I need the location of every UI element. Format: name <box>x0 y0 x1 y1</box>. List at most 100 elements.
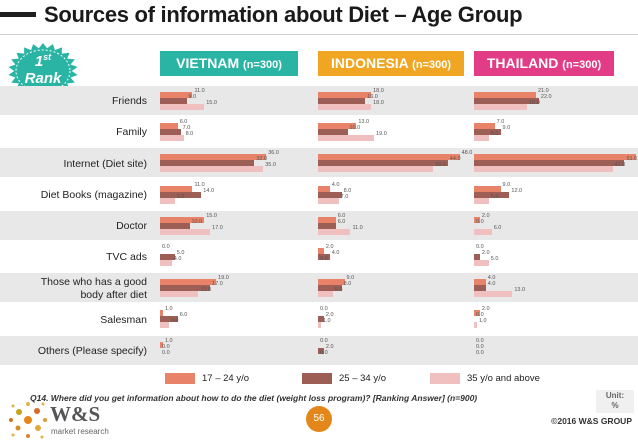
bar-value-label: 32.0 <box>256 156 268 163</box>
bar-indonesia <box>318 160 448 167</box>
bar-vietnam <box>160 154 267 161</box>
bar-vietnam <box>160 92 193 98</box>
survey-question: Q14. Where did you get information about… <box>30 393 478 403</box>
bar-indonesia <box>318 347 324 354</box>
bar-value-label: 11.0 <box>352 224 363 231</box>
bar-indonesia <box>318 191 342 198</box>
bar-indonesia <box>318 166 434 173</box>
bar-indonesia <box>318 197 339 204</box>
bar-thailand <box>474 129 501 136</box>
bar-value-label: 10.0 <box>349 125 361 132</box>
bar-value-label: 11.0 <box>194 181 205 188</box>
bar-value-label: 4.0 <box>173 256 182 262</box>
bar-value-label: 4.0 <box>487 275 496 282</box>
bar-value-label: 0.0 <box>476 343 484 350</box>
bar-value-label: 0.0 <box>476 218 484 225</box>
bar-indonesia <box>318 291 333 298</box>
bar-thailand <box>474 291 513 298</box>
bar-value-label: 14.0 <box>203 187 215 194</box>
category-label: TVC ads <box>106 251 147 264</box>
bar-value-label: 8.0 <box>343 281 352 288</box>
bar-indonesia <box>318 98 366 104</box>
rank-badge: 1st Rank <box>6 42 80 100</box>
rank-suffix: st <box>43 52 52 62</box>
page-number: 56 <box>306 406 332 432</box>
category-label: Family <box>116 126 147 139</box>
category-label-line: Those who has a good <box>40 275 147 288</box>
bar-value-label: 5.0 <box>490 193 499 200</box>
bar-value-label: 6.0 <box>493 224 502 231</box>
bar-value-label: 1.0 <box>164 306 173 313</box>
bar-value-label: 4.0 <box>331 181 340 188</box>
country-name: THAILAND <box>486 55 563 71</box>
bar-value-label: 0.0 <box>320 256 328 262</box>
bar-value-label: 15.0 <box>206 212 217 219</box>
bar-thailand <box>474 92 536 98</box>
category-label-line: Salesman <box>100 313 147 326</box>
bar-value-label: 0.0 <box>476 349 484 356</box>
country-sample-size: (n=300) <box>562 59 602 71</box>
copyright: ©2016 W&S GROUP <box>551 416 632 426</box>
page-title: Sources of information about Diet – Age … <box>44 2 523 27</box>
bar-value-label: 7.0 <box>340 193 349 200</box>
bar-vietnam <box>160 160 255 167</box>
category-label-line: Internet (Diet site) <box>63 157 147 170</box>
logo-wordmark: W&S <box>50 402 101 426</box>
unit-value: % <box>611 401 619 410</box>
bar-vietnam <box>160 123 178 130</box>
bar-value-label: 13.0 <box>358 119 370 126</box>
bar-indonesia <box>318 104 372 110</box>
bar-value-label: 3.0 <box>170 318 179 325</box>
category-label: Friends <box>112 95 147 108</box>
bar-indonesia <box>318 135 375 142</box>
bar-vietnam <box>160 310 163 317</box>
bar-indonesia <box>318 285 342 292</box>
title-divider <box>0 34 638 35</box>
legend-label: 35 y/o and above <box>467 373 540 384</box>
bar-value-label: 11.0 <box>194 88 205 94</box>
category-label: Diet Books (magazine) <box>41 189 147 202</box>
bar-value-label: 47.0 <box>614 162 626 169</box>
bar-indonesia <box>318 185 330 192</box>
bar-value-label: 9.0 <box>502 181 511 188</box>
bar-vietnam <box>160 279 217 286</box>
bar-indonesia <box>318 316 324 323</box>
logo-dots-icon <box>9 402 47 439</box>
bar-value-label: 5.0 <box>490 131 499 138</box>
legend-label: 17 – 24 y/o <box>202 373 250 384</box>
bar-value-label: 0.0 <box>476 244 484 250</box>
bar-thailand <box>474 104 528 110</box>
bar-vietnam <box>160 216 205 223</box>
category-label-line: TVC ads <box>106 251 147 264</box>
bar-vietnam <box>160 322 169 329</box>
bar-indonesia <box>318 322 321 329</box>
category-label-line: Diet Books (magazine) <box>40 188 147 201</box>
bar-value-label: 15.0 <box>206 100 217 106</box>
category-label: Those who has a good body after diet <box>41 276 147 302</box>
bar-thailand <box>474 216 480 223</box>
country-sample-size: (n=300) <box>243 59 282 71</box>
bar-value-label: 10.0 <box>191 218 203 225</box>
bar-value-label: 0.0 <box>162 343 170 350</box>
bar-value-label: 51.0 <box>626 156 638 163</box>
bar-indonesia <box>318 216 336 223</box>
bar-indonesia <box>318 123 357 130</box>
bar-value-label: 7.0 <box>182 125 191 132</box>
bar-thailand <box>474 228 492 235</box>
bar-value-label: 21.0 <box>537 88 549 94</box>
category-label: Doctor <box>116 220 147 233</box>
bar-value-label: 1.0 <box>478 318 487 325</box>
bar-value-label: 9.0 <box>346 275 355 282</box>
bar-value-label: 6.0 <box>337 212 346 219</box>
bar-value-label: 39.0 <box>435 162 446 169</box>
bar-value-label: 2.0 <box>325 244 334 250</box>
bar-value-label: 1.0 <box>322 318 331 325</box>
bar-value-label: 7.0 <box>496 119 505 126</box>
bar-value-label: 0.0 <box>320 306 328 313</box>
bar-value-label: 0.0 <box>162 349 170 356</box>
bar-thailand <box>474 322 477 329</box>
legend-swatch <box>302 373 332 384</box>
bar-thailand <box>474 260 489 266</box>
bar-value-label: 4.0 <box>487 281 496 288</box>
category-label-line: Friends <box>111 95 147 108</box>
